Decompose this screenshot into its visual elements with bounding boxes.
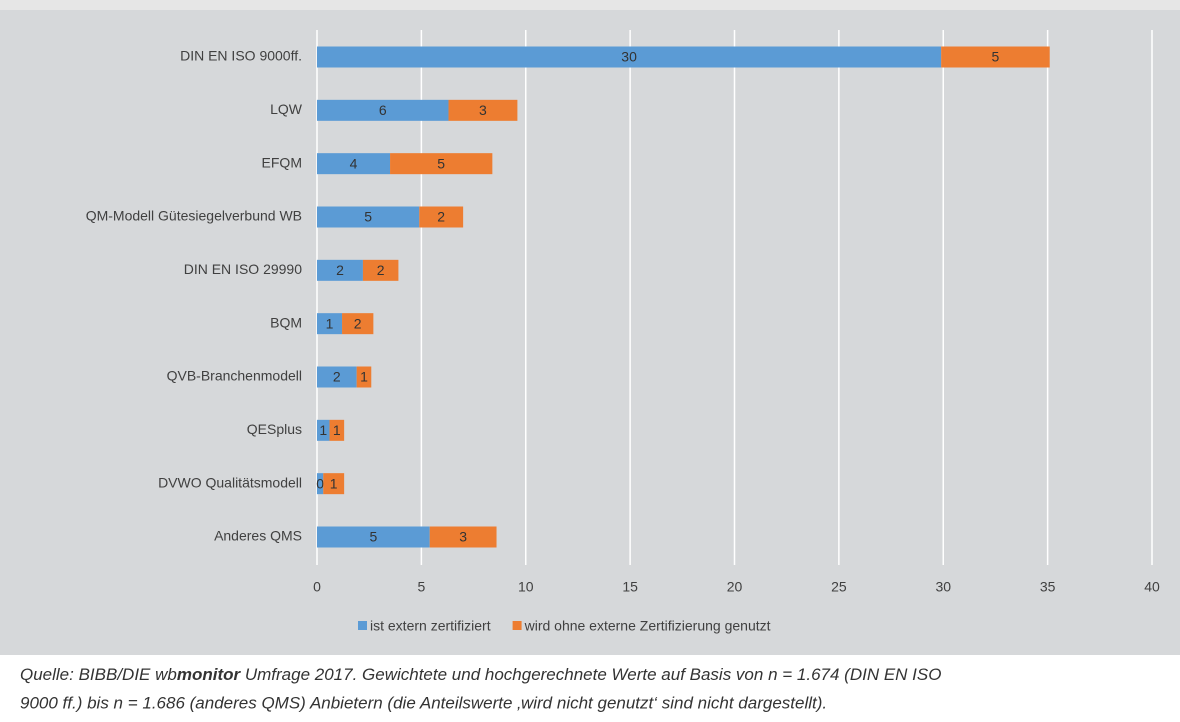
legend-label: wird ohne externe Zertifizierung genutzt — [524, 618, 771, 634]
bar-segment — [317, 153, 391, 175]
value-label: 1 — [319, 422, 327, 438]
source-line-2: 9000 ff.) bis n = 1.686 (anderes QMS) An… — [20, 693, 827, 712]
category-label: BQM — [270, 314, 302, 330]
bar-segment — [317, 473, 324, 495]
category-label: LQW — [270, 101, 303, 117]
value-label: 0 — [316, 475, 324, 491]
bar-segment — [342, 313, 374, 335]
bar-segment — [317, 313, 343, 335]
category-label: QM-Modell Gütesiegelverbund WB — [86, 208, 302, 224]
bar-segment — [317, 46, 942, 68]
bar-segment — [317, 366, 357, 388]
top-strip — [0, 0, 1180, 10]
bar-segment — [941, 46, 1050, 68]
category-label: Anderes QMS — [214, 528, 302, 544]
value-label: 1 — [360, 369, 368, 385]
value-label: 2 — [333, 369, 341, 385]
bar-segment — [362, 259, 399, 281]
value-label: 3 — [459, 529, 467, 545]
x-tick-label: 30 — [935, 579, 951, 595]
category-label: DIN EN ISO 9000ff. — [180, 48, 302, 64]
value-label: 6 — [379, 102, 387, 118]
bar-segment — [317, 99, 449, 121]
chart-background — [0, 10, 1180, 655]
bar-segment — [317, 259, 363, 281]
x-tick-label: 10 — [518, 579, 534, 595]
value-label: 4 — [350, 155, 358, 171]
value-label: 5 — [437, 155, 445, 171]
x-tick-label: 40 — [1144, 579, 1160, 595]
value-label: 5 — [992, 49, 1000, 65]
category-label: EFQM — [262, 154, 302, 170]
source-line-1: Quelle: BIBB/DIE wbmonitor Umfrage 2017.… — [20, 665, 941, 684]
legend-swatch — [358, 621, 367, 630]
value-label: 2 — [354, 315, 362, 331]
legend-label: ist extern zertifiziert — [370, 618, 491, 634]
value-label: 1 — [326, 315, 334, 331]
source-prefix: Quelle: BIBB/DIE wb — [20, 665, 177, 684]
value-label: 1 — [333, 422, 341, 438]
x-tick-label: 35 — [1040, 579, 1056, 595]
category-label: QESplus — [247, 421, 302, 437]
bar-segment — [390, 153, 493, 175]
value-label: 5 — [364, 209, 372, 225]
bar-segment — [448, 99, 518, 121]
source-rest: Umfrage 2017. Gewichtete und hochgerechn… — [240, 665, 941, 684]
x-tick-label: 20 — [727, 579, 743, 595]
category-label: DVWO Qualitätsmodell — [158, 474, 302, 490]
value-label: 2 — [336, 262, 344, 278]
source-bold: monitor — [177, 665, 242, 684]
bar-segment — [317, 419, 330, 441]
x-tick-label: 15 — [622, 579, 638, 595]
x-tick-label: 5 — [417, 579, 425, 595]
bar-segment — [323, 473, 345, 495]
legend-swatch — [512, 621, 522, 630]
value-label: 30 — [621, 49, 637, 65]
x-tick-label: 25 — [831, 579, 847, 595]
value-label: 1 — [330, 475, 338, 491]
category-label: QVB-Branchenmodell — [167, 368, 302, 384]
value-label: 2 — [377, 262, 385, 278]
bar-segment — [356, 366, 372, 388]
bar-segment — [317, 206, 420, 228]
value-label: 3 — [479, 102, 487, 118]
bar-segment — [317, 526, 430, 548]
bar-segment — [329, 419, 345, 441]
value-label: 5 — [369, 529, 377, 545]
bar-segment — [419, 206, 464, 228]
x-tick-label: 0 — [313, 579, 321, 595]
bar-segment — [429, 526, 497, 548]
value-label: 2 — [437, 209, 445, 225]
category-label: DIN EN ISO 29990 — [184, 261, 302, 277]
